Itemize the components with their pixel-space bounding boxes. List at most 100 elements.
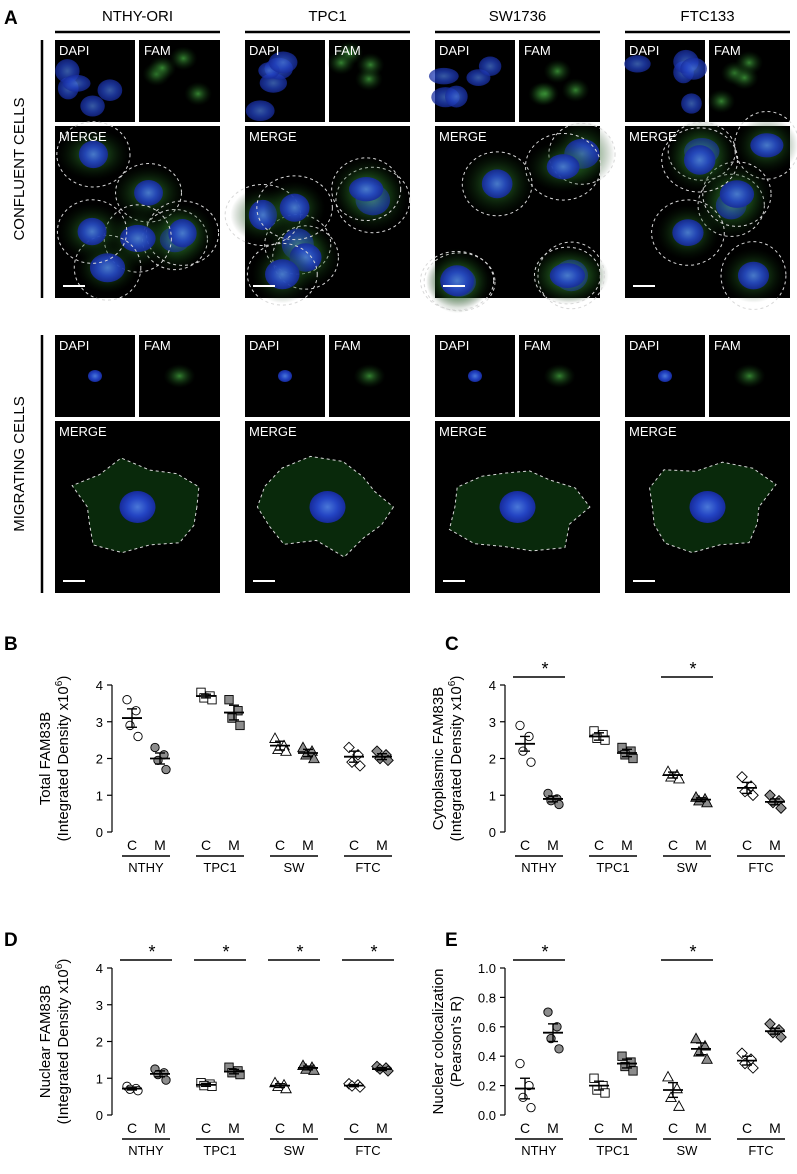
data-point	[515, 1058, 525, 1069]
image-block: DAPI FAM MERGE	[624, 40, 797, 310]
cell-nucleus	[719, 180, 755, 208]
dapi-label: DAPI	[249, 338, 279, 353]
data-point	[515, 720, 525, 731]
data-point	[526, 757, 536, 767]
category-label: M	[621, 1120, 633, 1136]
y-tick-label: 4	[96, 678, 103, 693]
data-point	[673, 1100, 685, 1111]
merge-label: MERGE	[439, 424, 487, 439]
fam-signal	[543, 364, 576, 388]
column-label: SW1736	[489, 8, 547, 25]
image-block: DAPI FAM MERGE	[435, 335, 600, 593]
cell-outline	[533, 246, 601, 305]
category-label: M	[695, 837, 707, 853]
cell-nucleus	[134, 179, 163, 206]
category-label: M	[547, 1120, 559, 1136]
data-point	[354, 760, 366, 772]
data-point	[343, 741, 355, 754]
column-label: NTHY-ORI	[102, 8, 173, 25]
data-point	[592, 733, 602, 743]
y-axis-title: Nuclear FAM83B	[37, 985, 54, 1098]
panel-letter: C	[445, 634, 459, 655]
category-label: M	[302, 837, 314, 853]
cell-outline	[331, 157, 402, 222]
category-label: M	[302, 1120, 314, 1136]
y-axis-units-text: (Pearson's R)	[448, 996, 465, 1087]
nucleus	[624, 55, 651, 73]
data-point	[589, 1073, 599, 1083]
cell-nucleus	[750, 133, 784, 158]
cell-nucleus	[78, 140, 108, 169]
y-tick-label: 1.0	[478, 961, 496, 976]
cell-nucleus	[119, 491, 156, 523]
fam-label: FAM	[524, 43, 551, 58]
cell-nucleus	[737, 261, 770, 290]
category-label: C	[349, 837, 359, 853]
cell-outline	[56, 121, 131, 188]
significance-star: *	[296, 942, 303, 962]
image-block: DAPI FAM MERGE	[224, 40, 411, 306]
category-label: C	[201, 1120, 211, 1136]
data-point	[518, 1092, 528, 1103]
group-label: SW	[284, 860, 306, 875]
data-point	[269, 732, 281, 743]
y-tick-label: 0	[96, 825, 103, 840]
category-label: C	[594, 1120, 604, 1136]
chart-c: C 0 1 2 3 4 Cytoplasmic FAM83B (Integrated Dens…	[430, 634, 787, 875]
y-tick-label: 0.6	[478, 1020, 496, 1035]
nucleus	[245, 100, 275, 122]
y-axis-title: Total FAM83B	[37, 712, 54, 805]
fam-label: FAM	[334, 338, 361, 353]
data-point	[131, 706, 141, 716]
category-label: C	[275, 837, 285, 853]
y-tick-label: 1	[96, 788, 103, 803]
cell-nucleus	[440, 265, 475, 297]
group-label: SW	[284, 1143, 306, 1158]
dapi-label: DAPI	[249, 43, 279, 58]
category-label: M	[376, 837, 388, 853]
category-label: C	[668, 837, 678, 853]
significance-star: *	[541, 659, 548, 679]
data-point	[628, 1066, 638, 1076]
cell-nucleus	[279, 193, 310, 222]
y-tick-label: 0.2	[478, 1079, 496, 1094]
data-point	[161, 1075, 171, 1085]
data-point	[662, 1070, 674, 1082]
significance-star: *	[222, 942, 229, 962]
dapi-label: DAPI	[439, 43, 469, 58]
dapi-label: DAPI	[629, 43, 659, 58]
y-tick-label: 1	[489, 788, 496, 803]
data-point	[161, 764, 171, 775]
category-label: M	[154, 1120, 166, 1136]
category-label: C	[742, 1120, 752, 1136]
y-tick-label: 2	[96, 752, 103, 767]
fam-label: FAM	[524, 338, 551, 353]
y-tick-label: 0	[489, 825, 496, 840]
fam-signal	[531, 81, 560, 106]
chart-d: D 0 1 2 3 4 Nuclear FAM83B (Integrated Density …	[4, 930, 394, 1158]
category-label: M	[621, 837, 633, 853]
group-label: FTC	[748, 1143, 773, 1158]
category-label: M	[769, 1120, 781, 1136]
data-point	[736, 771, 748, 783]
fam-label: FAM	[144, 338, 171, 353]
data-point	[133, 731, 143, 742]
cell-nucleus	[689, 491, 726, 523]
y-axis-units-close: )	[55, 676, 72, 681]
y-axis-units-text: (Integrated Density x10	[448, 686, 465, 841]
row-label: MIGRATING CELLS	[11, 396, 28, 532]
category-label: M	[154, 837, 166, 853]
merge-label: MERGE	[59, 129, 107, 144]
cell-nucleus	[546, 154, 580, 180]
dapi-label: DAPI	[629, 338, 659, 353]
fam-signal	[184, 81, 213, 106]
category-label: M	[695, 1120, 707, 1136]
data-point	[224, 695, 234, 705]
y-tick-label: 2	[489, 752, 496, 767]
cell-outline	[246, 242, 318, 306]
data-point	[235, 720, 245, 731]
fam-signal	[169, 46, 198, 71]
cell-outline	[524, 132, 602, 201]
y-axis-units-close: )	[55, 959, 72, 964]
dapi-label: DAPI	[439, 338, 469, 353]
